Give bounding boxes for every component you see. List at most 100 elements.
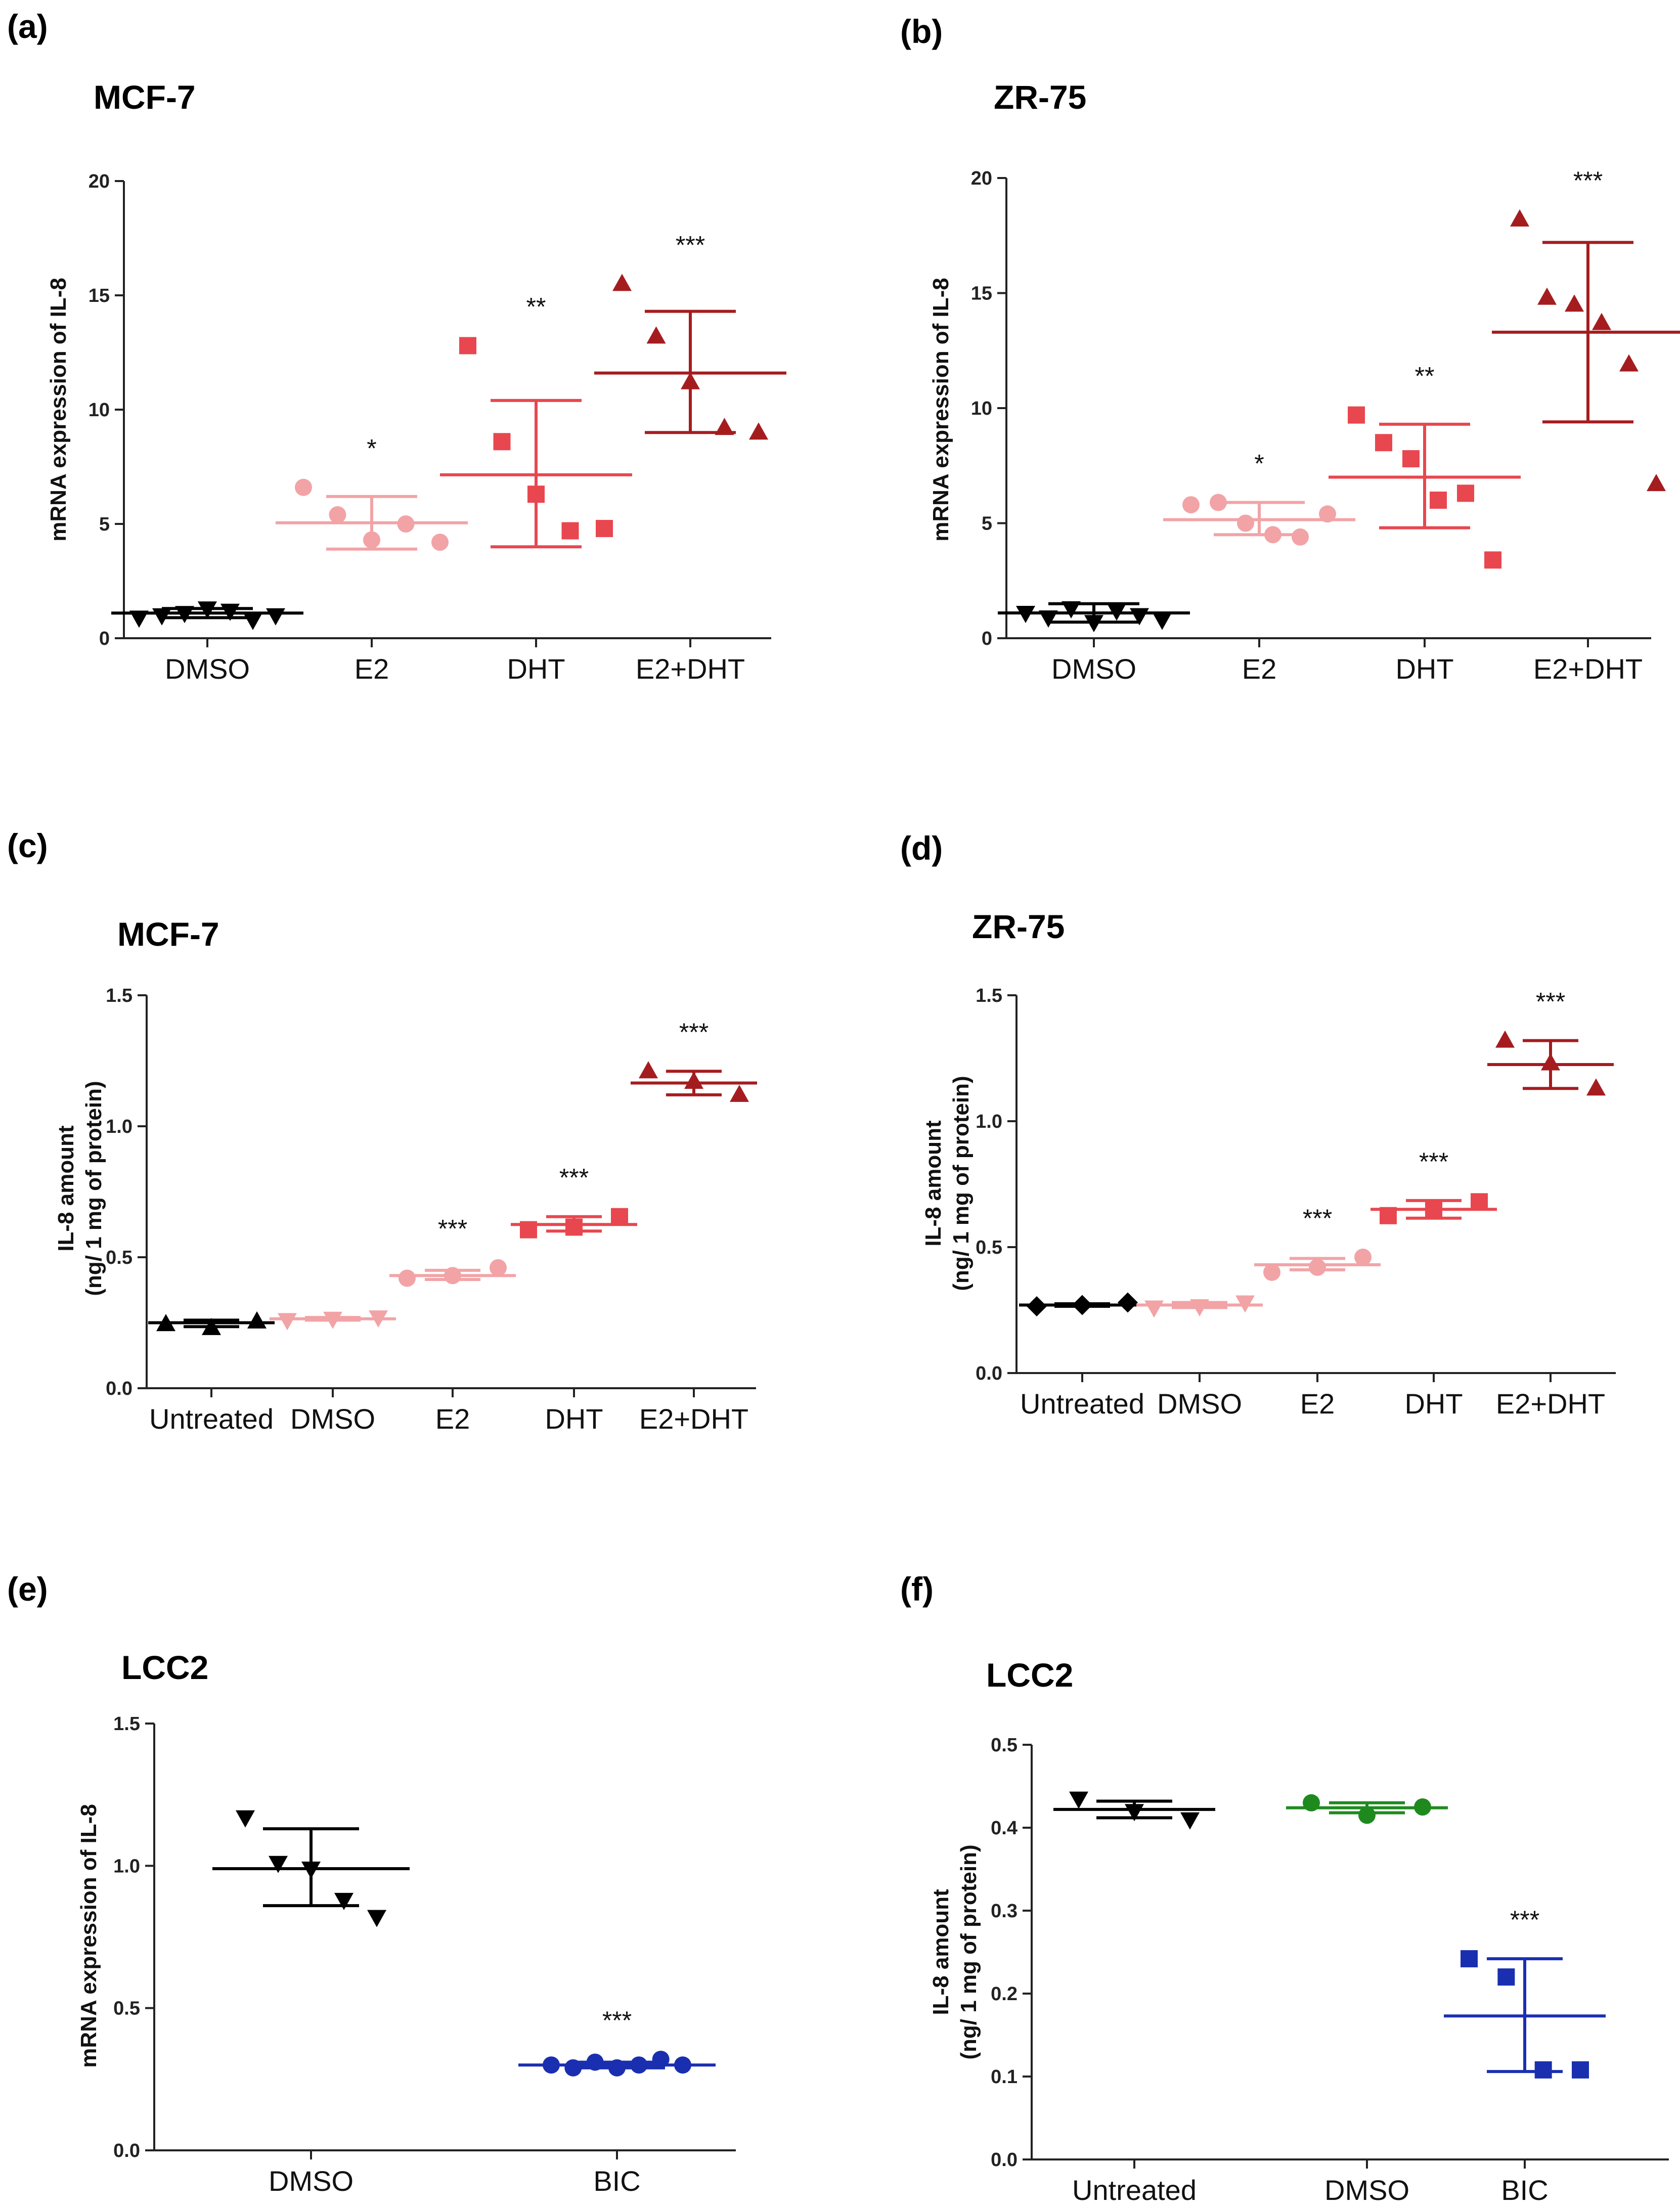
panel-a: (a) MCF-7 0 5 10 15 20 mRNA expression of IL-8 D… (7, 8, 786, 685)
y-tick-label: 0.0 (106, 1378, 132, 1399)
data-point (639, 1061, 658, 1079)
data-point (715, 418, 734, 435)
significance-marker: *** (559, 1164, 589, 1192)
x-tick-label: Untreated (1072, 2174, 1197, 2206)
y-axis-label: (ng/ 1 mg of protein) (949, 1076, 974, 1291)
data-point (596, 520, 613, 538)
significance-marker: *** (1510, 1906, 1539, 1934)
data-point (612, 274, 632, 291)
data-point (1292, 528, 1309, 546)
x-tick-label: E2+DHT (636, 653, 745, 685)
data-point (1182, 496, 1200, 514)
panel-b: (b) ZR-75 0 5 10 15 20 mRNA expression of IL-8 D… (900, 13, 1680, 685)
chart-title: LCC2 (986, 1656, 1073, 1694)
panel-letter: (b) (900, 13, 943, 50)
y-tick-label: 0.3 (991, 1901, 1018, 1922)
data-group-e2-dht: *** (631, 1018, 757, 1102)
y-tick-label: 0.5 (106, 1247, 132, 1268)
y-tick-label: 1.0 (976, 1111, 1002, 1132)
significance-marker: *** (676, 231, 705, 259)
data-point (1062, 601, 1081, 619)
panel-letter: (d) (900, 829, 943, 867)
data-point (611, 1208, 628, 1225)
data-group-dht: *** (1370, 1147, 1497, 1224)
x-tick-label: DMSO (290, 1403, 375, 1435)
data-point (1461, 1950, 1478, 1968)
y-tick-label: 1.5 (976, 985, 1002, 1006)
data-group-untreated (148, 1311, 275, 1335)
data-point (129, 610, 149, 628)
data-point (1495, 1030, 1515, 1048)
significance-marker: *** (1573, 166, 1603, 195)
data-group-dmso (270, 1310, 396, 1331)
data-group-dmso (1136, 1295, 1263, 1318)
data-group-dht: ** (440, 292, 632, 549)
data-point (1592, 313, 1611, 330)
data-group-e2: *** (389, 1215, 516, 1287)
data-point (1153, 612, 1172, 630)
data-point (1484, 551, 1501, 569)
data-group-dmso (212, 1810, 410, 1927)
data-group-untreated (1053, 1791, 1215, 1830)
y-tick-label: 0.0 (976, 1363, 1002, 1384)
x-tick-label: DMSO (269, 2165, 353, 2197)
data-point (561, 522, 579, 540)
x-tick-label: E2+DHT (639, 1403, 748, 1435)
x-tick-label: E2 (1242, 653, 1277, 685)
data-group-dmso (998, 601, 1190, 633)
y-tick-label: 1.5 (106, 985, 132, 1006)
data-point (1348, 406, 1365, 424)
y-tick-label: 20 (89, 171, 110, 192)
y-tick-label: 0.0 (991, 2149, 1018, 2171)
x-tick-label: DHT (507, 653, 565, 685)
data-point (1619, 354, 1639, 372)
panel-letter: (c) (7, 827, 48, 864)
data-point (247, 1311, 267, 1329)
panel-e: (e) LCC2 0.0 0.5 1.0 1.5 mRNA expression of IL… (7, 1570, 736, 2197)
panel-letter: (e) (7, 1570, 48, 1608)
data-point (1430, 492, 1447, 509)
y-tick-label: 15 (971, 283, 992, 304)
chart-title: MCF-7 (94, 78, 196, 116)
y-tick-label: 5 (982, 513, 992, 535)
significance-marker: *** (438, 1215, 467, 1243)
y-tick-label: 0.5 (991, 1735, 1018, 1756)
x-tick-label: E2+DHT (1496, 1388, 1605, 1420)
y-tick-label: 0.0 (113, 2140, 140, 2161)
x-tick-label: Untreated (1020, 1388, 1144, 1420)
significance-marker: *** (1303, 1204, 1332, 1232)
data-point (749, 422, 768, 440)
y-tick-label: 1.0 (106, 1116, 132, 1137)
data-group-e2: * (1163, 450, 1355, 546)
y-tick-label: 5 (99, 514, 110, 535)
data-point (1039, 610, 1058, 628)
chart-title: ZR-75 (972, 908, 1065, 945)
x-tick-label: DHT (1395, 653, 1453, 685)
y-axis-label: IL-8 amount (929, 1889, 953, 2015)
data-point (278, 1313, 297, 1331)
panel-d: (d) ZR-75 0.0 0.5 1.0 1.5 IL-8 amount (ng/ 1 mg… (900, 829, 1616, 1420)
data-point (1180, 1812, 1200, 1830)
y-axis-label: mRNA expression of IL-8 (929, 278, 953, 542)
data-point (243, 612, 262, 630)
data-point (1565, 294, 1584, 312)
x-tick-label: DMSO (1051, 653, 1136, 685)
data-point (459, 337, 476, 355)
x-tick-label: DHT (545, 1403, 603, 1435)
data-point (1237, 514, 1254, 532)
panel-letter: (f) (900, 1570, 934, 1608)
chart-title: ZR-75 (994, 78, 1086, 116)
y-tick-label: 0.2 (991, 1983, 1018, 2005)
panel-c: (c) MCF-7 0.0 0.5 1.0 1.5 IL-8 amount (ng/ 1 mg… (7, 827, 757, 1435)
y-axis-label: mRNA expression of IL-8 (76, 1804, 101, 2068)
y-tick-label: 0 (99, 628, 110, 649)
x-tick-label: BIC (1501, 2174, 1548, 2206)
data-point (1457, 484, 1474, 502)
x-tick-label: BIC (593, 2165, 640, 2197)
data-group-untreated (1019, 1292, 1145, 1317)
data-point (431, 534, 449, 551)
data-point (730, 1084, 749, 1102)
x-tick-label: Untreated (149, 1403, 274, 1435)
data-point (1510, 209, 1529, 227)
